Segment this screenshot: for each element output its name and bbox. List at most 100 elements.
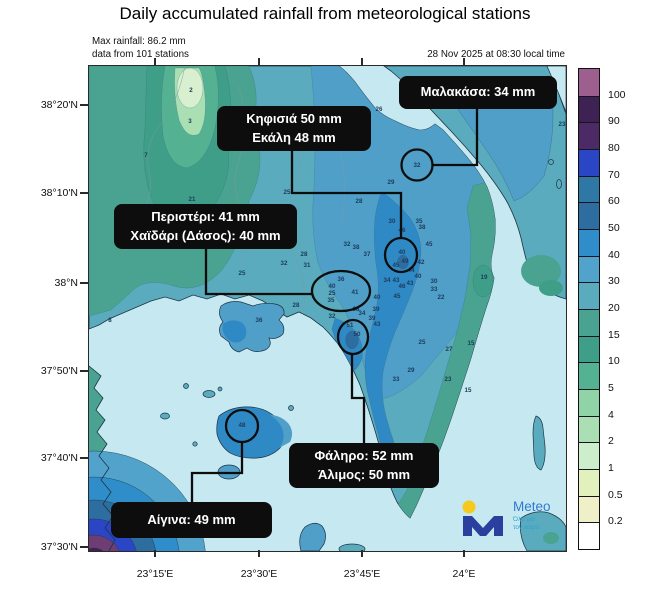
x-axis-tick-label: 23°15'E	[136, 568, 174, 580]
colorbar-segment	[579, 282, 599, 309]
colorbar-segment	[579, 335, 599, 363]
station-value: 45	[393, 262, 400, 269]
station-value: 38	[419, 224, 426, 231]
colorbar-tick-label: 70	[608, 168, 620, 181]
colorbar-tick-label: 4	[608, 408, 614, 421]
x-axis-tick-top	[154, 58, 156, 65]
callout-marker-faliro	[336, 318, 370, 356]
station-value: 37	[364, 251, 371, 258]
station-value: 8	[108, 317, 112, 324]
station-value: 40	[415, 273, 422, 280]
x-axis-tick-label: 24°E	[452, 568, 476, 580]
y-axis-tick	[80, 457, 88, 459]
callout-box-peristeri: Περιστέρι: 41 mm Χαϊδάρι (Δάσος): 40 mm	[114, 204, 297, 249]
callout-marker-peristeri	[310, 269, 372, 313]
callout-box-malakasa: Μαλακάσα: 34 mm	[399, 76, 557, 109]
station-value: 50	[354, 331, 361, 338]
callout-line: Μαλακάσα: 34 mm	[420, 84, 536, 100]
callout-box-kifisia: Κηφισιά 50 mm Εκάλη 48 mm	[217, 106, 371, 151]
station-value: 25	[284, 189, 291, 196]
colorbar-segment	[579, 175, 599, 203]
station-value: 33	[431, 286, 438, 293]
colorbar-tick-label: 0.2	[608, 515, 623, 528]
station-value: 46	[399, 283, 406, 290]
station-value: 15	[468, 340, 475, 347]
page-title: Daily accumulated rainfall from meteorol…	[119, 4, 531, 23]
station-value: 36	[338, 276, 345, 283]
station-value: 38	[353, 244, 360, 251]
colorbar-segment	[579, 255, 599, 283]
station-value: 51	[347, 322, 354, 329]
station-value: 26	[376, 106, 383, 113]
station-value: 43	[374, 321, 381, 328]
islands	[160, 159, 566, 551]
y-axis-tick-label: 37°40'N	[40, 451, 78, 464]
station-value: 30	[431, 278, 438, 285]
y-axis-tick-label: 38°10'N	[40, 186, 78, 199]
station-value: 42	[418, 259, 425, 266]
station-value: 35	[328, 297, 335, 304]
callout-connector-malakasa	[433, 109, 479, 167]
station-value: 29	[408, 367, 415, 374]
station-value: 44	[408, 267, 415, 274]
colorbar-segment	[579, 95, 599, 123]
callout-connector-kifisia	[290, 151, 403, 238]
y-axis-tick-label: 38°20'N	[40, 98, 78, 111]
colorbar: 100 90 80 70 60 50 40 30 20 15 10 5 4 2 1 0.5 0.2	[578, 68, 650, 550]
callout-connector-peristeri	[204, 249, 313, 296]
colorbar-segment	[579, 202, 599, 229]
callout-line: Αίγινα: 49 mm	[147, 511, 236, 527]
station-value: 7	[144, 152, 148, 159]
colorbar-tick-label: 40	[608, 248, 620, 261]
station-value: 43	[393, 277, 400, 284]
station-value: 28	[301, 251, 308, 258]
station-value: 33	[393, 376, 400, 383]
station-value: 35	[416, 218, 423, 225]
colorbar-tick-label: 30	[608, 275, 620, 288]
colorbar-segment	[579, 442, 599, 469]
colorbar-segment	[579, 122, 599, 149]
station-value: 32	[344, 241, 351, 248]
sw-coastline	[89, 365, 116, 551]
callout-marker-aegina	[224, 408, 260, 444]
colorbar-tick-label: 1	[608, 462, 614, 474]
x-axis-tick	[463, 550, 465, 557]
station-value: 39	[369, 315, 376, 322]
annotation-overlay	[190, 109, 479, 502]
station-value: 25	[419, 339, 426, 346]
colorbar-segment	[579, 229, 599, 256]
station-value: 43	[407, 280, 414, 287]
colorbar-tick-label: 90	[608, 115, 620, 128]
station-value: 36	[256, 317, 263, 324]
colorbar-segment	[579, 415, 599, 443]
callout-marker-malakasa	[400, 148, 434, 182]
colorbar-tick-label: 15	[608, 328, 620, 341]
station-value: 23	[445, 376, 452, 383]
callout-line: Άλιμος: 50 mm	[317, 466, 410, 482]
colorbar-ramp	[578, 68, 600, 550]
callout-box-faliro: Φάληρο: 52 mm Άλιμος: 50 mm	[289, 443, 439, 488]
logo-m-icon	[462, 500, 503, 536]
station-value: 3	[188, 118, 192, 125]
callout-line: Κηφισιά 50 mm	[246, 110, 342, 126]
station-value: 34	[384, 277, 391, 284]
station-value: 39	[373, 306, 380, 313]
callout-connector-faliro	[350, 354, 366, 443]
logo-dot-icon	[462, 500, 476, 514]
x-axis-tick	[258, 550, 260, 557]
callout-box-aegina: Αίγινα: 49 mm	[111, 502, 272, 538]
colorbar-tick-label: 10	[608, 355, 620, 368]
callout-line: Εκάλη 48 mm	[252, 129, 336, 145]
y-axis-tick	[80, 104, 88, 106]
colorbar-tick-label: 100	[608, 88, 626, 101]
y-axis-tick	[80, 282, 88, 284]
meteo-logo: Meteo Όλα για τον καιρό	[457, 494, 563, 540]
x-axis-tick	[154, 550, 156, 557]
station-value: 34	[359, 310, 366, 317]
y-axis-tick-label: 37°50'N	[40, 364, 78, 377]
y-axis-tick	[80, 192, 88, 194]
colorbar-segment	[579, 469, 599, 496]
map-frame: 2 3 7 21 26 29 32 25 28 23 30 35 38 46 45 32 38 37 28 32 31 2…	[88, 65, 567, 552]
y-axis-tick	[80, 546, 88, 548]
